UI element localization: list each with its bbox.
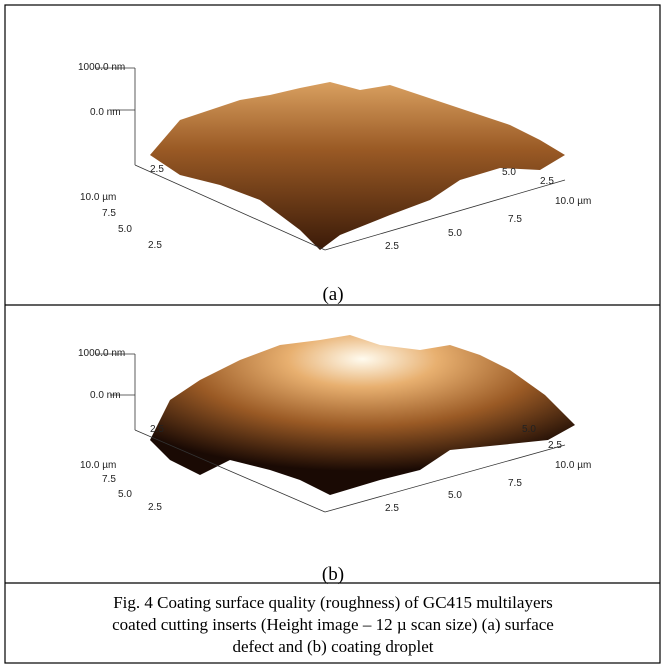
- z-axis-label: 0.0 nm: [90, 107, 121, 118]
- axis-line: [134, 164, 326, 251]
- panel-label: (b): [322, 564, 344, 585]
- caption-line: coated cutting inserts (Height image – 1…: [112, 615, 554, 634]
- back-axis-label: 5.0: [502, 167, 516, 178]
- back-axis-label: 2.5: [540, 176, 554, 187]
- surface-a: [150, 82, 565, 250]
- x-axis-label: 7.5: [508, 478, 522, 489]
- y-axis-label: 2.5: [148, 502, 162, 513]
- y-axis-label: 5.0: [118, 224, 132, 235]
- x-axis-label: 10.0 µm: [555, 196, 591, 207]
- y-axis-label: 7.5: [102, 474, 116, 485]
- back-axis-label: 2.5: [150, 424, 164, 435]
- x-axis-label: 10.0 µm: [555, 460, 591, 471]
- panel-label: (a): [322, 284, 343, 305]
- z-axis-label: 1000.0 nm: [78, 348, 125, 359]
- x-axis-label: 7.5: [508, 214, 522, 225]
- z-axis-label: 0.0 nm: [90, 390, 121, 401]
- y-axis-label: 2.5: [148, 240, 162, 251]
- axis-line: [324, 179, 566, 251]
- x-axis-label: 5.0: [448, 490, 462, 501]
- z-axis-label: 1000.0 nm: [78, 62, 125, 73]
- axis-line: [134, 429, 326, 513]
- y-axis-label: 5.0: [118, 489, 132, 500]
- axis-line: [324, 444, 566, 513]
- y-axis-label: 10.0 µm: [80, 192, 116, 203]
- surface-b: [150, 335, 575, 495]
- x-axis-label: 5.0: [448, 228, 462, 239]
- back-axis-label: 2.5: [150, 164, 164, 175]
- y-axis-label: 7.5: [102, 208, 116, 219]
- x-axis-label: 2.5: [385, 241, 399, 252]
- caption-line: defect and (b) coating droplet: [232, 637, 433, 656]
- back-axis-label: 5.0: [522, 424, 536, 435]
- outer-border: [4, 4, 661, 664]
- caption-line: Fig. 4 Coating surface quality (roughnes…: [113, 593, 553, 612]
- y-axis-label: 10.0 µm: [80, 460, 116, 471]
- back-axis-label: 2.5: [548, 440, 562, 451]
- x-axis-label: 2.5: [385, 503, 399, 514]
